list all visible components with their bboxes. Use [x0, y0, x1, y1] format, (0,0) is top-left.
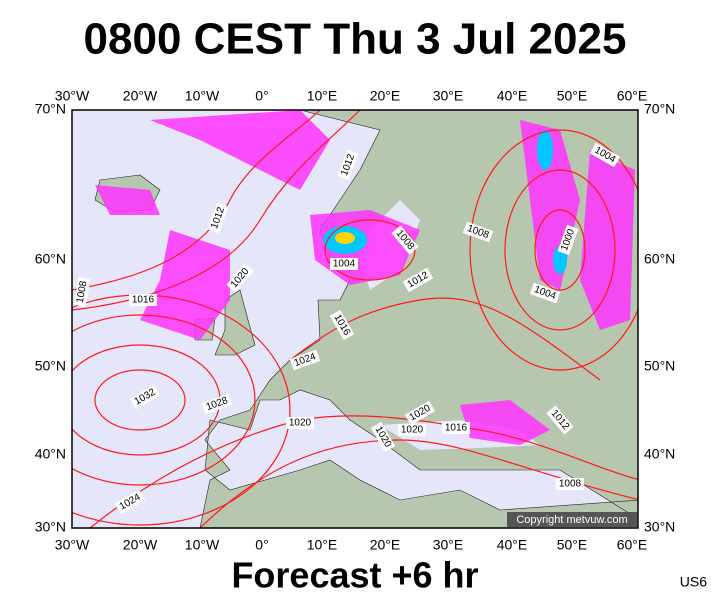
longitude-label: 20°E	[370, 537, 401, 553]
longitude-label: 60°E	[617, 88, 648, 104]
map-frame	[71, 109, 639, 529]
isobar-label-box	[207, 202, 229, 234]
isobar-label-box	[330, 258, 358, 270]
latitude-label: 60°N	[644, 251, 675, 267]
latitude-label: 40°N	[35, 446, 66, 462]
longitude-label: 10°W	[185, 537, 220, 553]
copyright-box	[507, 512, 637, 527]
model-code: US6	[680, 574, 707, 590]
longitude-label: 10°E	[307, 537, 338, 553]
isobar-label-box	[129, 384, 161, 410]
map-area	[72, 110, 638, 528]
isobar-label-box	[546, 405, 574, 435]
isobar-label-box	[337, 149, 359, 181]
isobar-label-box	[556, 478, 584, 490]
title: 0800 CEST Thu 3 Jul 2025	[84, 15, 627, 64]
isobar-label-box	[462, 221, 494, 243]
latitude-label: 60°N	[35, 251, 66, 267]
longitude-label: 30°W	[55, 88, 90, 104]
isobar-value: 1008	[75, 280, 90, 304]
longitude-label: 20°W	[123, 88, 158, 104]
latitude-label: 50°N	[35, 358, 66, 374]
longitude-label: 50°E	[557, 88, 588, 104]
isobar-label-box	[370, 421, 396, 453]
longitude-label: 20°E	[370, 88, 401, 104]
longitude-label: 40°E	[497, 537, 528, 553]
latitude-label: 30°N	[35, 519, 66, 535]
isobar-label-box	[404, 400, 436, 426]
isobar-label-box	[286, 417, 314, 429]
isobar-label-box	[589, 142, 621, 168]
isobar-label-box	[129, 294, 157, 306]
isobar-label: 1004	[330, 258, 358, 270]
isobar-label: 1008	[556, 478, 584, 490]
isobar-label: 1020	[286, 417, 314, 429]
precipitation	[95, 110, 635, 445]
longitude-label: 30°W	[55, 537, 90, 553]
isobar-value: 1004	[333, 259, 356, 270]
isobar-label-box	[402, 267, 434, 293]
isobar-value: 1020	[401, 425, 424, 436]
isobar-value: 1016	[132, 295, 155, 306]
isobar-label-box	[398, 424, 426, 436]
isobar-value: 1008	[559, 479, 582, 490]
longitude-label: 0°	[255, 88, 268, 104]
latitude-label: 70°N	[644, 101, 675, 117]
heavy-precipitation	[323, 130, 567, 274]
isobar-label-box	[226, 263, 254, 293]
isobar-label-box	[73, 277, 91, 307]
isobar-label-box	[529, 282, 561, 304]
intense-precipitation	[335, 232, 355, 244]
copyright: Copyright metvuw.com	[516, 514, 627, 526]
isobar-label: 1016	[442, 422, 470, 434]
longitude-label: 0°	[255, 537, 268, 553]
latitude-label: 70°N	[35, 101, 66, 117]
longitude-label: 10°W	[185, 88, 220, 104]
isobar-label-box	[289, 349, 321, 371]
isobar-label: 1008	[73, 277, 91, 307]
forecast-caption: Forecast +6 hr	[231, 555, 478, 596]
latitude-label: 50°N	[644, 358, 675, 374]
isobar-label-box	[329, 309, 355, 341]
isobar-label: 1016	[129, 294, 157, 306]
latitude-label: 40°N	[644, 446, 675, 462]
isobar-label-box	[557, 224, 579, 256]
longitude-label: 50°E	[557, 537, 588, 553]
longitude-label: 30°E	[433, 537, 464, 553]
isobar-label-box	[114, 489, 146, 515]
isobar-label: 1020	[398, 424, 426, 436]
longitude-label: 40°E	[497, 88, 528, 104]
isobar-value: 1020	[289, 418, 312, 429]
longitude-label: 30°E	[433, 88, 464, 104]
isobar-label-box	[201, 393, 233, 415]
latitude-label: 30°N	[644, 519, 675, 535]
isobar-label-box	[391, 225, 419, 255]
longitude-label: 60°E	[617, 537, 648, 553]
isobar-value: 1016	[445, 423, 468, 434]
isobar-label-box	[442, 422, 470, 434]
longitude-label: 10°E	[307, 88, 338, 104]
longitude-label: 20°W	[123, 537, 158, 553]
